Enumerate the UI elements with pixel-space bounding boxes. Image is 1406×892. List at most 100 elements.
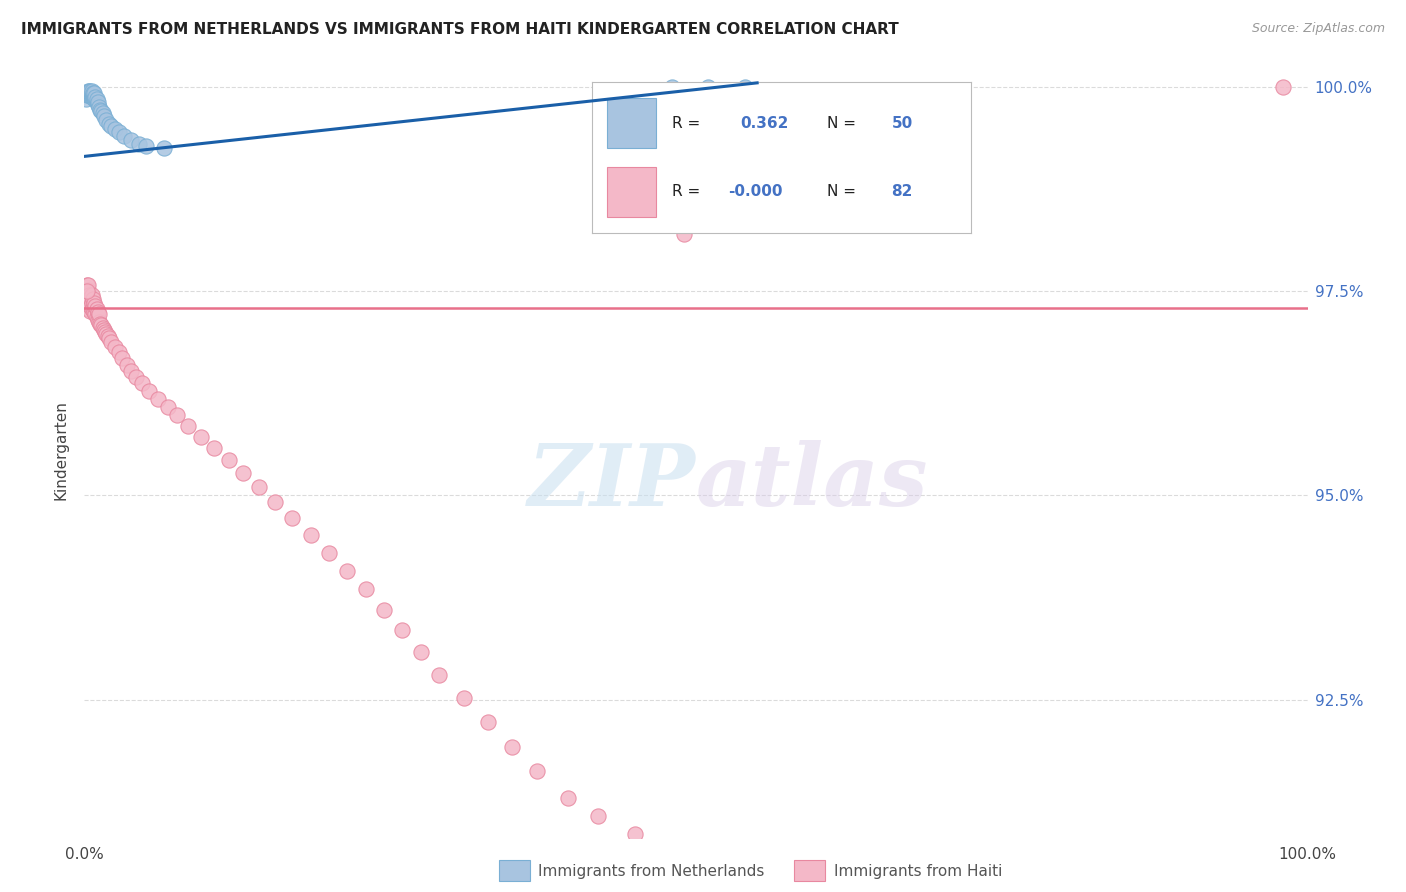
Point [83,87,105,101]
Point [697,849,720,863]
Point [76,88,98,103]
Point [128,137,150,152]
Point [77,302,100,317]
Point [77,277,100,292]
Point [107,345,129,359]
Point [77,84,100,98]
Point [672,227,695,241]
Point [77,86,100,100]
Point [86,92,108,106]
Point [77,299,100,313]
Point [77,84,100,98]
Point [76,293,98,308]
Point [82,293,104,307]
Point [77,296,100,310]
Point [477,715,499,730]
Point [100,119,122,133]
Point [80,87,103,101]
Text: Immigrants from Haiti: Immigrants from Haiti [834,864,1002,879]
Point [409,645,432,659]
Point [80,89,103,103]
Point [89,103,111,117]
Point [79,86,101,100]
Y-axis label: Kindergarten: Kindergarten [53,401,69,500]
Point [77,283,100,297]
Point [373,603,395,617]
Point [83,92,105,106]
Point [120,133,142,147]
Point [177,419,200,434]
Point [79,299,101,313]
Point [90,104,112,119]
Point [86,310,108,325]
Point [75,92,97,106]
Point [79,84,101,98]
Point [76,277,98,292]
Point [453,690,475,705]
Point [91,106,114,120]
Point [94,325,117,339]
Point [87,307,110,321]
Point [190,429,212,443]
Point [87,95,110,109]
Point [84,89,107,103]
Point [77,288,100,302]
Point [502,739,524,754]
Point [264,495,287,509]
Point [80,302,103,317]
Point [77,86,100,100]
Point [146,392,169,406]
Point [84,307,107,321]
Point [77,293,100,307]
Point [112,128,135,143]
Point [80,296,103,310]
Text: IMMIGRANTS FROM NETHERLANDS VS IMMIGRANTS FROM HAITI KINDERGARTEN CORRELATION CH: IMMIGRANTS FROM NETHERLANDS VS IMMIGRANT… [21,22,898,37]
Text: Immigrants from Netherlands: Immigrants from Netherlands [538,864,765,879]
Point [79,303,101,318]
Point [1272,79,1295,94]
Point [97,331,120,345]
Point [82,89,104,103]
Point [97,329,120,343]
Text: ZIP: ZIP [529,440,696,524]
Point [79,87,101,101]
Point [77,88,100,103]
Point [166,409,188,423]
Point [84,299,107,313]
Point [75,280,97,294]
Point [83,296,105,310]
Point [97,117,120,131]
Point [82,88,104,103]
Point [111,351,134,366]
Point [79,88,101,103]
Point [93,109,115,123]
Point [104,122,127,136]
Point [202,441,225,455]
Point [697,79,720,94]
Point [391,623,413,637]
Text: atlas: atlas [696,440,928,524]
Point [104,340,127,354]
Point [281,511,304,525]
Point [77,88,100,103]
Point [89,317,111,331]
Point [138,384,160,398]
Point [91,321,114,335]
Point [586,808,609,822]
Point [76,288,98,302]
Point [318,545,340,559]
Point [96,112,118,127]
Text: Source: ZipAtlas.com: Source: ZipAtlas.com [1251,22,1385,36]
Point [336,564,359,578]
Point [557,790,579,805]
Point [87,304,110,318]
Point [77,87,100,101]
Point [79,291,101,305]
Point [86,95,108,109]
Point [75,285,97,300]
Point [135,138,157,153]
Point [661,79,683,94]
Point [299,527,322,541]
Point [80,88,103,103]
Point [93,323,115,337]
